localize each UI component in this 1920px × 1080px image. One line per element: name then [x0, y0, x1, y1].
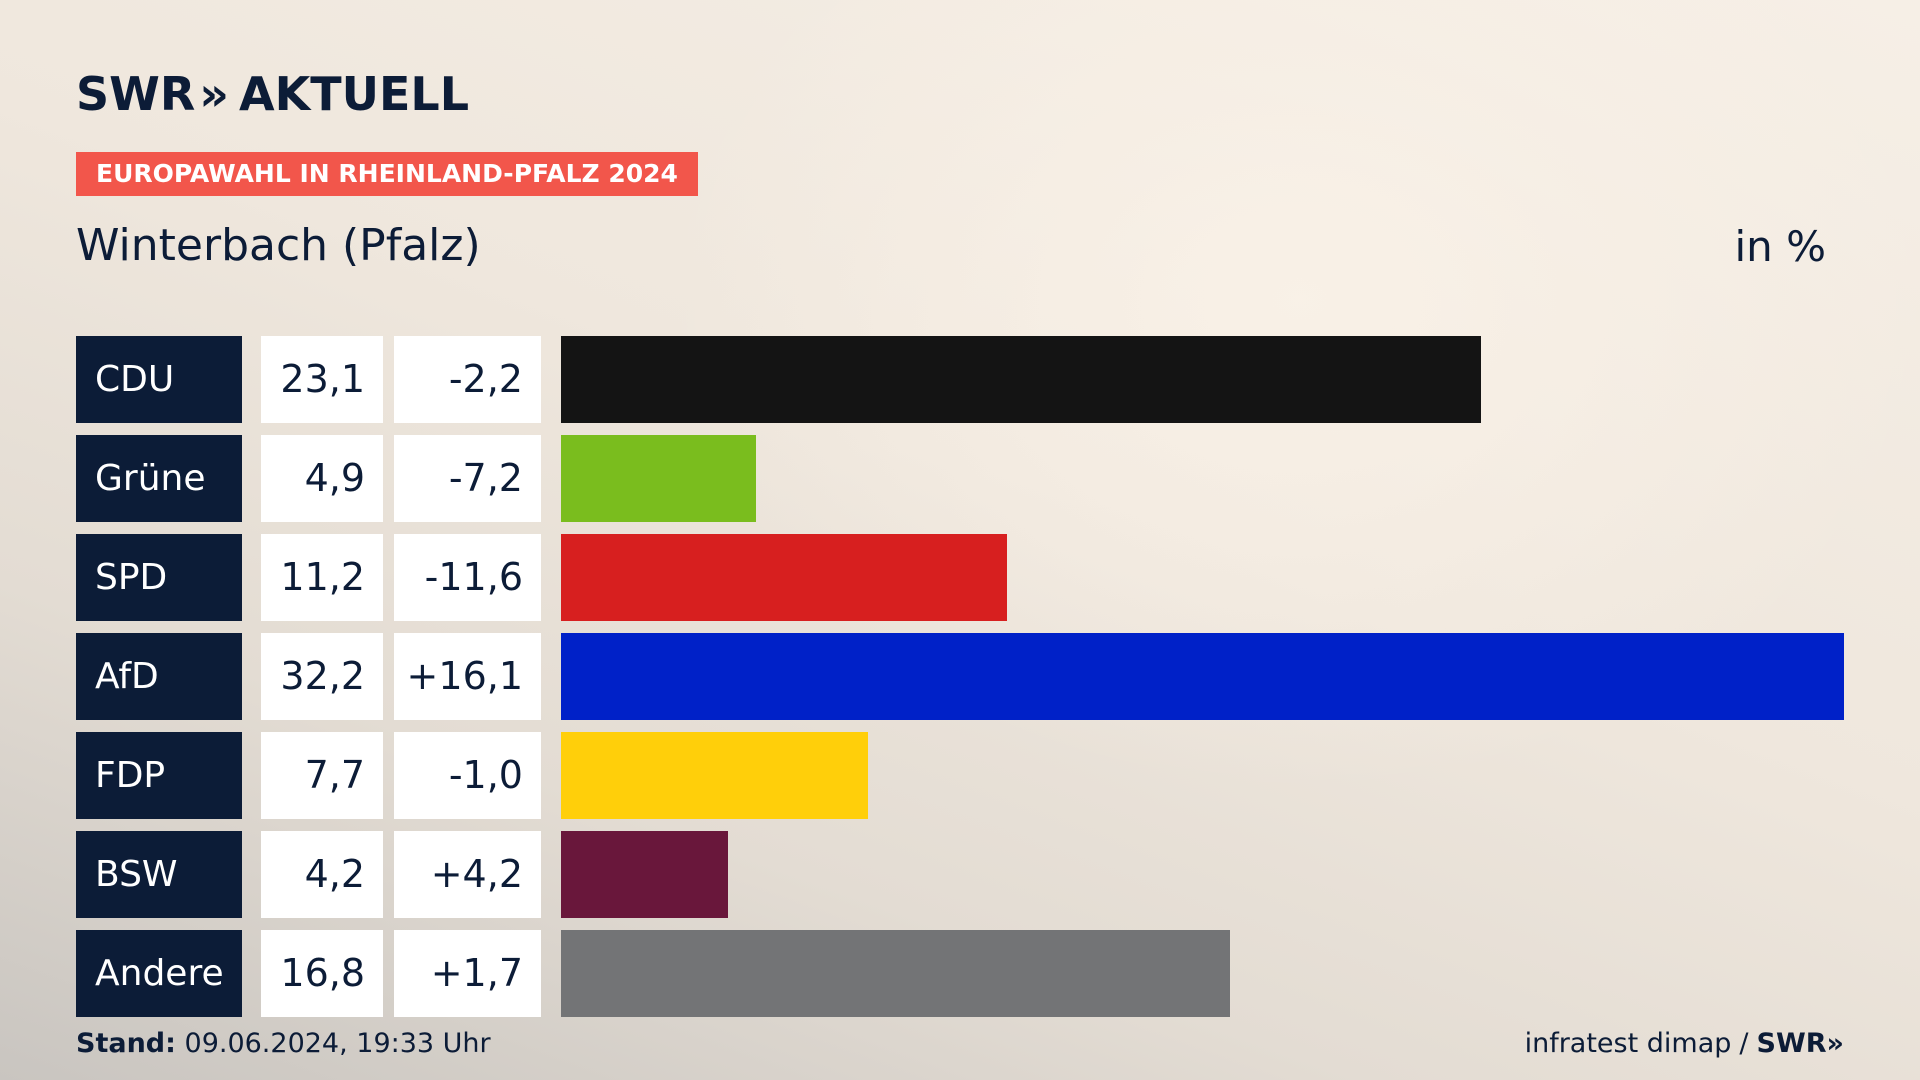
result-row: Andere 16,8 +1,7 [76, 930, 1846, 1017]
source-separator: / [1739, 1028, 1749, 1059]
party-label: FDP [76, 732, 242, 819]
source-credit: infratest dimap / SWR » [1525, 1028, 1844, 1059]
change-value: -1,0 [394, 732, 541, 819]
logo-swr-text: SWR [76, 67, 196, 121]
logo-product-text: AKTUELL [239, 67, 470, 121]
party-label: Andere [76, 930, 242, 1017]
vote-share-value: 4,2 [261, 831, 383, 918]
swr-brand: SWR [1756, 1028, 1827, 1059]
party-label: SPD [76, 534, 242, 621]
bar-fdp [561, 732, 868, 819]
chart-title: Winterbach (Pfalz) [76, 220, 481, 271]
unit-label: in % [1734, 222, 1826, 271]
topic-badge: EUROPAWAHL IN RHEINLAND-PFALZ 2024 [76, 152, 698, 196]
change-value: +4,2 [394, 831, 541, 918]
bar-afd [561, 633, 1844, 720]
party-label: BSW [76, 831, 242, 918]
change-value: -2,2 [394, 336, 541, 423]
result-row: SPD 11,2 -11,6 [76, 534, 1846, 621]
timestamp: Stand: 09.06.2024, 19:33 Uhr [76, 1028, 491, 1059]
party-label: CDU [76, 336, 242, 423]
bar-bsw [561, 831, 728, 918]
bar-spd [561, 534, 1007, 621]
source-name: infratest dimap [1524, 1028, 1732, 1059]
stand-label: Stand: [76, 1028, 176, 1059]
vote-share-value: 16,8 [261, 930, 383, 1017]
vote-share-value: 4,9 [261, 435, 383, 522]
change-value: +16,1 [394, 633, 541, 720]
change-value: -7,2 [394, 435, 541, 522]
bar-gr-ne [561, 435, 756, 522]
result-row: Grüne 4,9 -7,2 [76, 435, 1846, 522]
logo-chevrons-icon: » [199, 67, 230, 121]
result-row: BSW 4,2 +4,2 [76, 831, 1846, 918]
party-label: AfD [76, 633, 242, 720]
vote-share-value: 7,7 [261, 732, 383, 819]
result-row: AfD 32,2 +16,1 [76, 633, 1846, 720]
stand-value: 09.06.2024, 19:33 Uhr [184, 1028, 491, 1059]
vote-share-value: 11,2 [261, 534, 383, 621]
bar-cdu [561, 336, 1481, 423]
result-row: FDP 7,7 -1,0 [76, 732, 1846, 819]
bar-andere [561, 930, 1230, 1017]
swr-aktuell-logo: SWR » AKTUELL [76, 66, 469, 122]
party-label: Grüne [76, 435, 242, 522]
change-value: -11,6 [394, 534, 541, 621]
change-value: +1,7 [394, 930, 541, 1017]
swr-chevrons-icon: » [1826, 1028, 1844, 1059]
vote-share-value: 32,2 [261, 633, 383, 720]
vote-share-value: 23,1 [261, 336, 383, 423]
result-row: CDU 23,1 -2,2 [76, 336, 1846, 423]
